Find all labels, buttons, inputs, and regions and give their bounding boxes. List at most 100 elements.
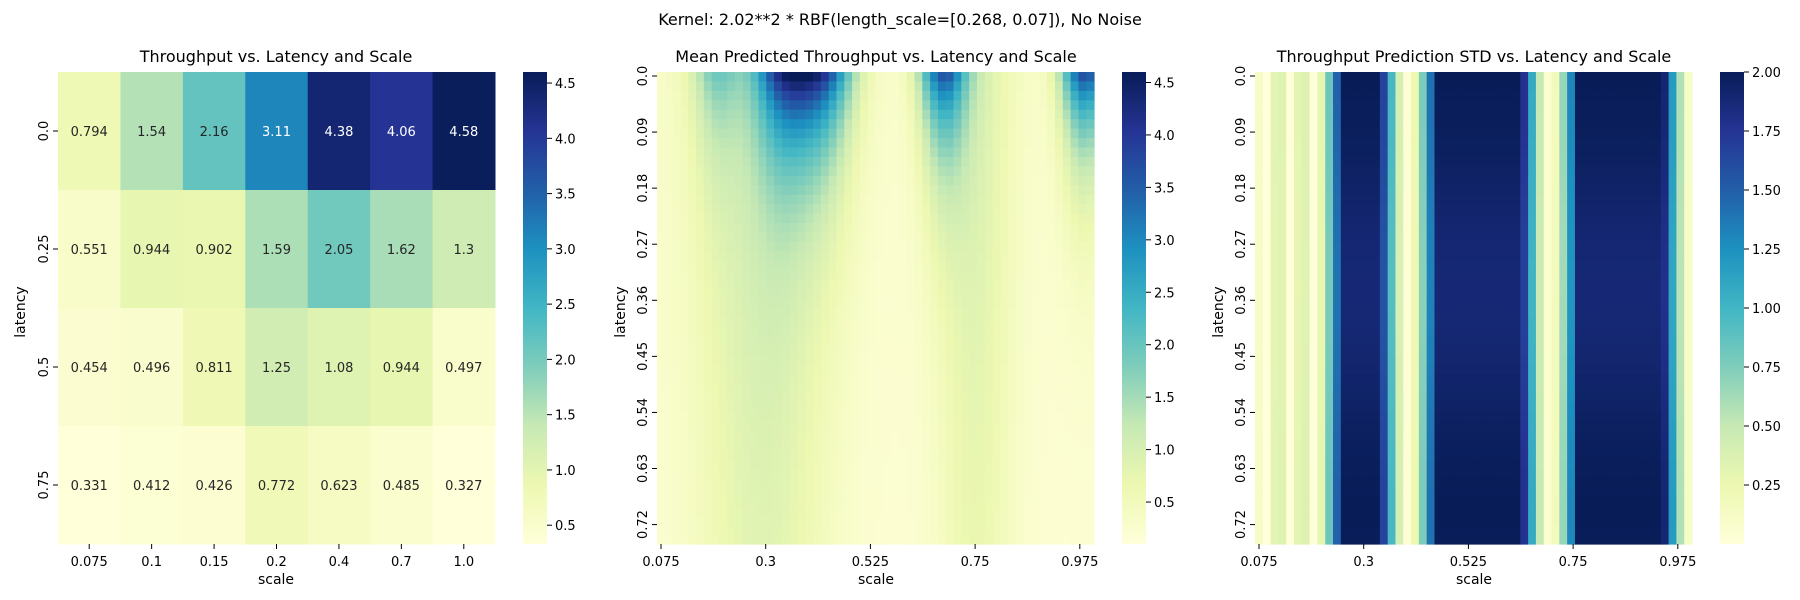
heatmap-cell (1070, 72, 1079, 83)
heatmap-cell (1047, 270, 1056, 281)
heatmap-cell (937, 223, 947, 234)
heatmap-cell (828, 336, 838, 347)
heatmap-cell (664, 213, 674, 224)
heatmap-cell (1512, 279, 1521, 290)
heatmap-cell (1434, 81, 1443, 92)
heatmap-cell (1286, 128, 1295, 139)
heatmap-cell (1481, 100, 1490, 111)
heatmap-cell (805, 468, 814, 479)
heatmap-cell (898, 326, 908, 337)
heatmap-cell (680, 355, 689, 366)
heatmap-cell (867, 147, 877, 158)
heatmap-cell (891, 506, 900, 517)
heatmap-cell (891, 525, 900, 536)
heatmap-cell (711, 194, 721, 205)
heatmap-cell (1457, 156, 1467, 167)
heatmap-cell (1574, 175, 1584, 186)
heatmap-cell (976, 90, 986, 101)
heatmap-cell (1645, 270, 1654, 281)
heatmap-cell (906, 204, 916, 215)
heatmap-cell (1047, 326, 1056, 337)
heatmap-cell (1070, 477, 1079, 488)
heatmap-cell (680, 345, 689, 356)
heatmap-cell (1294, 166, 1303, 177)
heatmap-cell (914, 355, 923, 366)
heatmap-cell (1489, 308, 1498, 319)
heatmap-cell (992, 279, 1001, 290)
heatmap-cell (797, 109, 806, 120)
heatmap-cell (1262, 232, 1272, 243)
heatmap-cell (789, 364, 799, 375)
heatmap-cell (1325, 194, 1334, 205)
heatmap-cell (1574, 355, 1584, 366)
heatmap-cell (1387, 175, 1397, 186)
heatmap-cell (1301, 166, 1311, 177)
heatmap-cell (1473, 72, 1482, 83)
heatmap-cell (672, 402, 682, 413)
heatmap-cell (1039, 260, 1048, 271)
heatmap-cell (766, 204, 775, 215)
heatmap-cell (1504, 392, 1514, 403)
heatmap-cell (774, 411, 783, 422)
heatmap-cell (1348, 119, 1358, 130)
heatmap-cell (657, 515, 666, 526)
heatmap-cell (1434, 156, 1443, 167)
heatmap-cell (961, 289, 970, 300)
heatmap-cell (1621, 317, 1631, 328)
heatmap-cell (992, 289, 1001, 300)
heatmap-cell (898, 241, 908, 252)
heatmap-cell (867, 119, 877, 130)
heatmap-cell (1000, 185, 1009, 196)
heatmap-cell (727, 421, 736, 432)
heatmap-cell (1426, 223, 1436, 234)
heatmap-cell (906, 166, 916, 177)
heatmap-cell (1598, 251, 1607, 262)
heatmap-cell (1512, 128, 1521, 139)
heatmap-cell (891, 487, 900, 498)
heatmap-cell (1574, 204, 1584, 215)
heatmap-cell (906, 260, 916, 271)
heatmap-cell (984, 364, 994, 375)
heatmap-cell (1387, 147, 1397, 158)
heatmap-cell (898, 440, 908, 451)
heatmap-cell (774, 392, 783, 403)
heatmap-cell (1364, 317, 1373, 328)
heatmap-cell (657, 496, 666, 507)
heatmap-cell (1023, 383, 1033, 394)
heatmap-cell (1590, 402, 1599, 413)
heatmap-cell (1504, 81, 1514, 92)
heatmap-cell (1255, 100, 1264, 111)
heatmap-cell (766, 326, 775, 337)
heatmap-cell (1684, 308, 1693, 319)
heatmap-cell (735, 477, 744, 488)
heatmap-cell (727, 487, 736, 498)
heatmap-cell (1418, 336, 1428, 347)
heatmap-cell (1333, 223, 1342, 234)
heatmap-cell (657, 185, 666, 196)
heatmap-cell (1660, 81, 1670, 92)
heatmap-cell (711, 430, 721, 441)
heatmap-cell (984, 81, 994, 92)
heatmap-cell (1015, 119, 1025, 130)
heatmap-cell (836, 477, 845, 488)
heatmap-cell (719, 119, 728, 130)
heatmap-cell (1070, 440, 1079, 451)
heatmap-cell (657, 109, 666, 120)
heatmap-cell (1039, 279, 1048, 290)
heatmap-cell (1387, 90, 1397, 101)
heatmap-cell (820, 364, 830, 375)
heatmap-cell (828, 383, 838, 394)
heatmap-cell (1062, 402, 1072, 413)
heatmap-cell (1551, 326, 1560, 337)
heatmap-cell (1598, 402, 1607, 413)
heatmap-cell (719, 374, 728, 385)
heatmap-cell (906, 298, 916, 309)
heatmap-cell (976, 298, 986, 309)
heatmap-cell (719, 440, 728, 451)
heatmap-cell (1613, 128, 1623, 139)
heatmap-cell (1676, 109, 1685, 120)
heatmap-cell (1000, 119, 1009, 130)
heatmap-cell (735, 185, 744, 196)
heatmap-cell (688, 175, 697, 186)
heatmap-cell (898, 525, 908, 536)
